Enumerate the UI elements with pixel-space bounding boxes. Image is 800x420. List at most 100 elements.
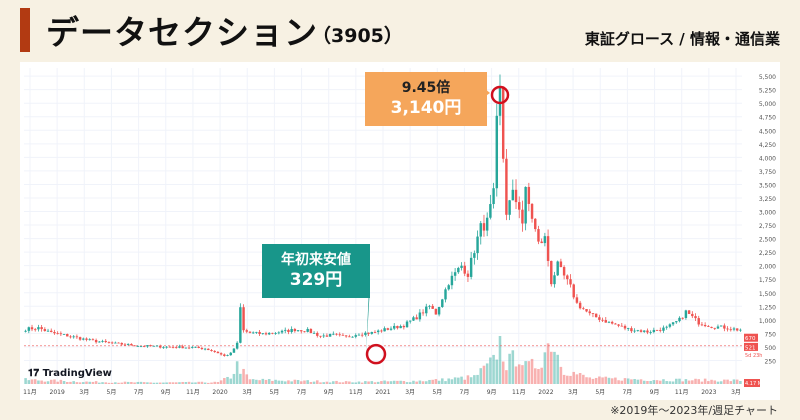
- volume-bar: [723, 379, 726, 384]
- candle-body: [219, 353, 223, 355]
- candle-body: [610, 321, 614, 324]
- candle-body: [527, 186, 531, 204]
- volume-bar: [283, 381, 287, 384]
- volume-bar: [309, 381, 313, 384]
- candle-body: [223, 354, 226, 356]
- candle-body: [316, 332, 319, 336]
- candle-body: [550, 260, 553, 285]
- volume-bar: [610, 378, 614, 384]
- candle-body: [130, 343, 133, 346]
- candle-body: [684, 310, 688, 318]
- y-tick-label: 2,500: [759, 237, 776, 244]
- candle-body: [360, 334, 364, 336]
- volume-bar: [598, 376, 601, 384]
- candle-body: [133, 345, 136, 347]
- candle-body: [630, 328, 633, 332]
- x-tick-label: 3月: [568, 389, 578, 396]
- y-tick-label: 1,000: [759, 318, 776, 325]
- volume-bar: [594, 377, 598, 384]
- x-tick-label: 11月: [512, 389, 526, 396]
- candle-body: [604, 320, 607, 323]
- candle-body: [271, 332, 274, 334]
- x-tick-label: 7月: [622, 389, 632, 396]
- volume-bar: [521, 365, 524, 384]
- volume-bar: [655, 380, 659, 384]
- volume-bar: [588, 377, 592, 384]
- volume-bar: [207, 382, 210, 384]
- candle-body: [328, 333, 332, 337]
- y-tick-label: 2,750: [759, 223, 776, 230]
- volume-bar: [94, 381, 98, 384]
- volume-bar: [463, 379, 467, 384]
- volume-bar: [732, 379, 736, 384]
- candle-body: [367, 332, 370, 334]
- volume-bar: [389, 381, 393, 384]
- y-tick-label: 5,500: [759, 74, 776, 81]
- candle-body: [123, 344, 127, 346]
- volume-bar: [53, 379, 56, 384]
- volume-bar: [399, 380, 402, 384]
- volume-bar: [296, 380, 300, 384]
- candle-body: [457, 267, 460, 273]
- candle-body: [155, 345, 159, 347]
- candle-body: [232, 348, 236, 353]
- volume-bar: [203, 382, 207, 384]
- volume-bar: [364, 381, 367, 384]
- title-accent-bar: [20, 8, 30, 52]
- candle-body: [620, 325, 624, 327]
- volume-bar: [245, 374, 249, 384]
- candle-body: [421, 312, 425, 314]
- candle-body: [476, 236, 479, 254]
- volume-bar: [165, 382, 168, 384]
- candle-body: [200, 347, 204, 349]
- candle-body: [614, 323, 617, 325]
- volume-bar: [735, 379, 739, 384]
- candle-body: [393, 325, 396, 329]
- volume-bar: [530, 358, 534, 384]
- x-tick-label: 2021: [375, 389, 390, 396]
- volume-bar: [72, 381, 75, 384]
- volume-bar: [306, 380, 309, 384]
- volume-bar: [652, 380, 656, 384]
- candle-body: [267, 332, 271, 335]
- candle-body: [556, 261, 559, 276]
- volume-bar: [447, 378, 450, 384]
- volume-bar: [559, 366, 563, 384]
- candle-body: [162, 347, 165, 349]
- volume-bar: [328, 382, 332, 384]
- volume-bar: [33, 379, 37, 384]
- last-price-tag: 670: [745, 336, 756, 342]
- volume-bar: [697, 379, 701, 384]
- candle-body: [373, 332, 377, 333]
- candle-body: [553, 275, 556, 285]
- candle-body: [376, 330, 380, 333]
- candle-body: [126, 343, 130, 345]
- x-tick-label: 5月: [269, 389, 279, 396]
- candle-body: [264, 333, 268, 335]
- candle-body: [159, 345, 162, 348]
- candle-body: [91, 339, 95, 341]
- x-tick-label: 3月: [731, 389, 741, 396]
- candle-body: [168, 346, 172, 348]
- candle-body: [325, 335, 329, 337]
- candle-body: [396, 325, 399, 329]
- volume-bar: [181, 381, 184, 384]
- volume-bar: [575, 374, 579, 384]
- volume-bar: [441, 378, 444, 384]
- volume-bar: [421, 381, 425, 384]
- candle-body: [402, 326, 406, 328]
- volume-bar: [495, 359, 499, 384]
- stock-code: （3905）: [312, 25, 403, 47]
- volume-bar: [508, 353, 511, 384]
- candle-body: [332, 333, 335, 335]
- volume-bar: [373, 382, 377, 384]
- low-line-tag-bg: [744, 342, 758, 351]
- volume-bar: [267, 379, 271, 384]
- volume-bar: [646, 381, 649, 384]
- volume-bar: [277, 380, 281, 384]
- candle-body: [72, 336, 75, 338]
- volume-bar: [716, 381, 720, 384]
- volume-bar: [85, 381, 88, 384]
- candle-body: [716, 326, 720, 329]
- candle-body: [322, 335, 325, 337]
